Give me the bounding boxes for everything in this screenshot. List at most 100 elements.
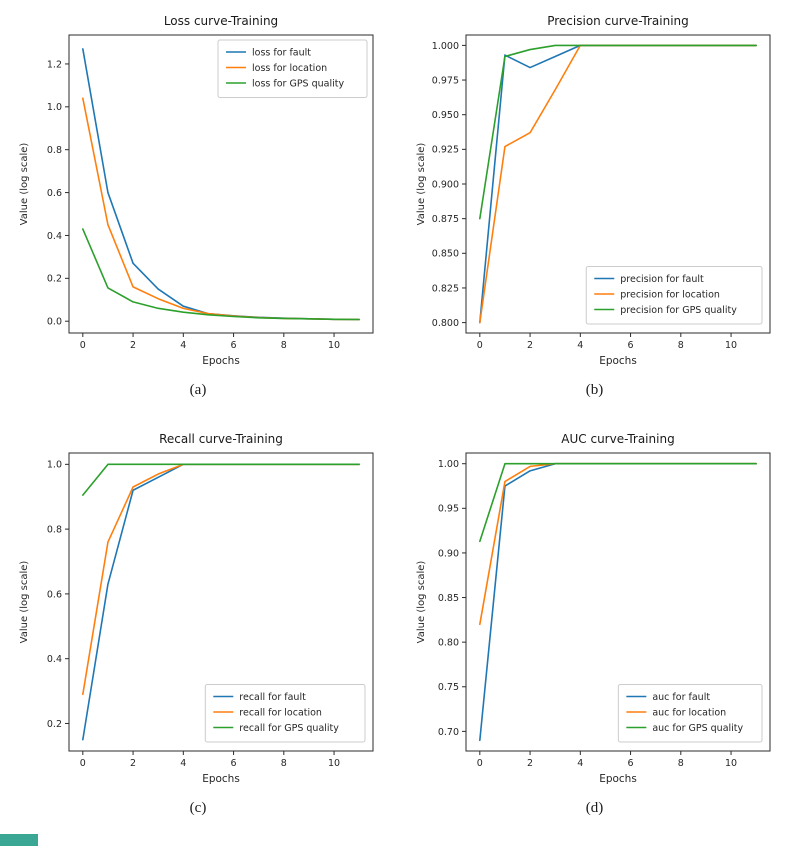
series-line-auc-for-GPS-quality: [478, 462, 757, 543]
x-tick-label: 2: [527, 340, 533, 351]
y-tick-label: 0.875: [431, 214, 458, 225]
x-tick-label: 4: [180, 340, 186, 351]
y-tick-label: 0.925: [431, 145, 458, 156]
x-tick-label: 10: [725, 340, 737, 351]
y-tick-label: 1.2: [47, 59, 62, 70]
series-line-loss-for-GPS-quality: [82, 228, 360, 321]
y-tick-label: 1.0: [47, 460, 62, 471]
x-tick-label: 10: [328, 340, 340, 351]
legend-label: loss for location: [252, 63, 327, 74]
legend-box: [585, 266, 762, 325]
y-axis-label: Value (log scale): [416, 143, 427, 226]
chart-title: Loss curve-Training: [164, 14, 278, 28]
x-axis-label: Epochs: [599, 773, 637, 785]
x-tick-label: 8: [281, 758, 287, 769]
x-tick-label: 4: [577, 340, 583, 351]
x-tick-label: 0: [80, 340, 86, 351]
x-tick-label: 6: [231, 758, 237, 769]
legend-label: precision for location: [620, 289, 720, 300]
y-tick-label: 0.4: [47, 654, 62, 665]
legend: recall for fault recall for location recal…: [204, 684, 366, 743]
x-tick-label: 2: [130, 758, 136, 769]
legend-label: loss for fault: [252, 47, 311, 58]
y-tick-label: 0.70: [437, 727, 458, 738]
legend: precision for fault precision for locatio…: [585, 266, 762, 325]
bottom-left-watermark: [0, 834, 38, 846]
x-axis-label: Epochs: [202, 773, 240, 785]
x-tick-label: 2: [527, 758, 533, 769]
x-tick-label: 6: [627, 340, 633, 351]
caption-a: (a): [189, 382, 207, 398]
y-tick-label: 1.0: [47, 102, 62, 113]
plot-border: [68, 34, 374, 334]
x-tick-label: 0: [80, 758, 86, 769]
y-tick-label: 1.00: [437, 459, 458, 470]
precision-chart: Precision curve-Training 0 2 4 6 8 10 0.800 0.82…: [416, 14, 770, 367]
x-tick-label: 4: [577, 758, 583, 769]
caption-d: (d): [585, 800, 604, 816]
y-tick-label: 0.900: [431, 179, 458, 190]
y-tick-label: 0.975: [431, 75, 458, 86]
x-tick-label: 6: [627, 758, 633, 769]
x-tick-label: 10: [328, 758, 340, 769]
figure-loss: Loss curve-Training 0 2 4 6 8 10 0.0 0.2 0.4 0.6 0.…: [0, 0, 396, 418]
y-axis-label: Value (log scale): [416, 561, 427, 644]
legend-label: auc for location: [652, 707, 726, 718]
x-tick-label: 2: [130, 340, 136, 351]
legend-label: precision for GPS quality: [620, 305, 737, 316]
y-tick-label: 0.2: [47, 274, 62, 285]
x-tick-label: 4: [180, 758, 186, 769]
plot-border: [68, 452, 374, 752]
y-tick-label: 1.000: [431, 41, 458, 52]
loss-chart: Loss curve-Training 0 2 4 6 8 10 0.0 0.2 0.4 0.6 0.…: [19, 14, 374, 367]
y-tick-label: 0.8: [47, 525, 62, 536]
x-axis-label: Epochs: [599, 355, 637, 367]
legend-box: [617, 684, 762, 743]
x-tick-label: 8: [677, 758, 683, 769]
x-tick-label: 0: [476, 340, 482, 351]
y-tick-label: 0.2: [47, 719, 62, 730]
y-tick-label: 0.85: [437, 593, 458, 604]
y-tick-label: 0.8: [47, 145, 62, 156]
y-tick-label: 0.75: [437, 682, 458, 693]
x-axis-label: Epochs: [202, 355, 240, 367]
y-tick-label: 0.850: [431, 249, 458, 260]
plot-border: [465, 452, 770, 752]
auc-chart: AUC curve-Training 0 2 4 6 8 10 0.70 0.75 0.80 0.8…: [416, 432, 770, 785]
chart-title: AUC curve-Training: [561, 432, 674, 446]
y-axis-label: Value (log scale): [19, 561, 30, 644]
legend-box: [204, 684, 366, 743]
chart-title: Recall curve-Training: [159, 432, 283, 446]
legend-label: recall for location: [239, 707, 322, 718]
series-line-recall-for-GPS-quality: [82, 463, 360, 496]
x-tick-label: 0: [476, 758, 482, 769]
legend: auc for fault auc for location auc for GPS…: [617, 684, 762, 743]
y-tick-label: 0.80: [437, 638, 458, 649]
series-line-precision-for-GPS-quality: [478, 44, 757, 220]
series-line-auc-for-location: [478, 462, 757, 626]
x-tick-label: 8: [281, 340, 287, 351]
x-tick-label: 10: [725, 758, 737, 769]
figure-auc: AUC curve-Training 0 2 4 6 8 10 0.70 0.75 0.80 0.8…: [396, 418, 793, 836]
y-tick-label: 0.6: [47, 188, 62, 199]
y-tick-label: 0.6: [47, 589, 62, 600]
y-tick-label: 0.800: [431, 318, 458, 329]
caption-c: (c): [189, 800, 207, 816]
y-tick-label: 0.825: [431, 283, 458, 294]
legend-label: recall for GPS quality: [239, 723, 339, 734]
y-tick-label: 0.4: [47, 231, 62, 242]
recall-chart: Recall curve-Training 0 2 4 6 8 10 0.2 0.4 0.6 0.8…: [19, 432, 374, 785]
legend-label: auc for fault: [652, 692, 710, 703]
y-tick-label: 0.950: [431, 110, 458, 121]
x-tick-label: 8: [677, 340, 683, 351]
chart-title: Precision curve-Training: [547, 14, 689, 28]
y-tick-label: 0.0: [47, 317, 62, 328]
legend-box: [217, 39, 368, 98]
legend: loss for fault loss for location loss for …: [217, 39, 368, 98]
legend-label: precision for fault: [620, 274, 704, 285]
y-tick-label: 0.95: [437, 504, 458, 515]
figure-recall: Recall curve-Training 0 2 4 6 8 10 0.2 0.4 0.6 0.8…: [0, 418, 396, 836]
caption-b: (b): [585, 382, 604, 398]
